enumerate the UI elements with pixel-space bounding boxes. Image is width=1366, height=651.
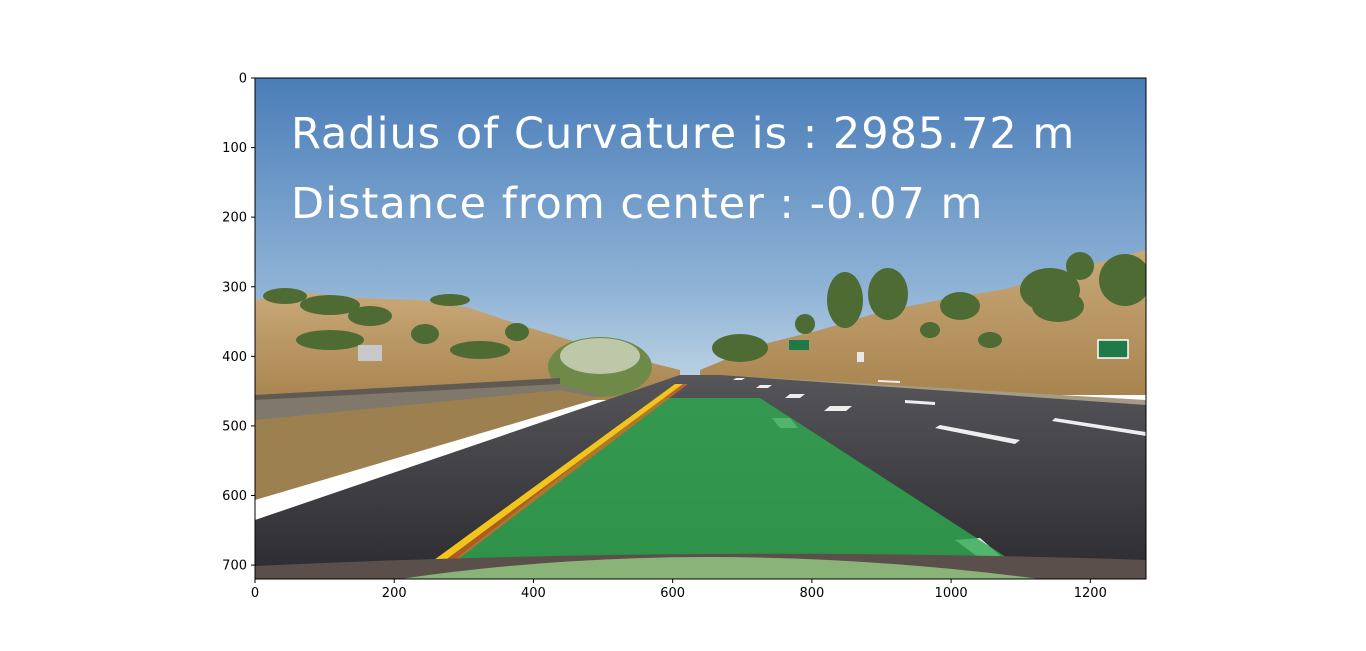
road-sign-right <box>1097 339 1129 359</box>
distance-from-center-text: Distance from center : -0.07 m <box>291 179 983 229</box>
x-tick-label: 1200 <box>1074 586 1107 601</box>
yellow-lane-line <box>408 384 683 579</box>
axes-frame <box>254 77 1147 580</box>
road-sign-left <box>358 345 382 361</box>
x-tick-label: 600 <box>660 586 685 601</box>
y-tick-label: 700 <box>222 559 247 574</box>
grass-slope <box>255 390 600 500</box>
x-axis-ticks: 0 200 400 600 800 1000 1200 <box>251 579 1107 601</box>
radius-of-curvature-text: Radius of Curvature is : 2985.72 m <box>291 109 1075 159</box>
trees <box>263 252 1146 362</box>
y-tick-label: 600 <box>222 489 247 504</box>
x-tick-label: 400 <box>521 586 546 601</box>
road-sign-green <box>789 340 809 350</box>
y-tick-label: 100 <box>222 141 247 156</box>
x-tick-label: 0 <box>251 586 259 601</box>
y-tick-label: 200 <box>222 211 247 226</box>
y-tick-label: 300 <box>222 280 247 295</box>
x-tick-label: 800 <box>799 586 824 601</box>
road-photo: Radius of Curvature is : 2985.72 m Dista… <box>255 78 1146 579</box>
y-tick-label: 0 <box>239 72 247 87</box>
x-tick-label: 200 <box>382 586 407 601</box>
y-tick-label: 400 <box>222 350 247 365</box>
y-axis-ticks: 0 100 200 300 400 500 600 700 <box>222 72 255 574</box>
x-tick-label: 1000 <box>935 586 968 601</box>
y-tick-label: 500 <box>222 419 247 434</box>
lane-overlay <box>430 398 1040 579</box>
